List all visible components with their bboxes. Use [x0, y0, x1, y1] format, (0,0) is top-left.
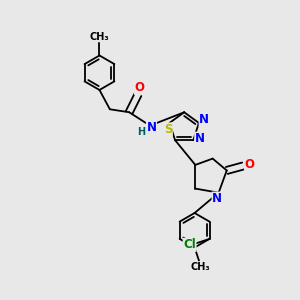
Text: Cl: Cl — [183, 238, 196, 251]
Text: N: N — [146, 121, 157, 134]
Text: N: N — [212, 192, 222, 205]
Text: CH₃: CH₃ — [191, 262, 210, 272]
Text: O: O — [135, 81, 145, 94]
Text: N: N — [195, 132, 205, 145]
Text: CH₃: CH₃ — [90, 32, 109, 42]
Text: S: S — [164, 123, 172, 136]
Text: H: H — [138, 127, 146, 137]
Text: N: N — [199, 113, 209, 127]
Text: O: O — [244, 158, 255, 171]
